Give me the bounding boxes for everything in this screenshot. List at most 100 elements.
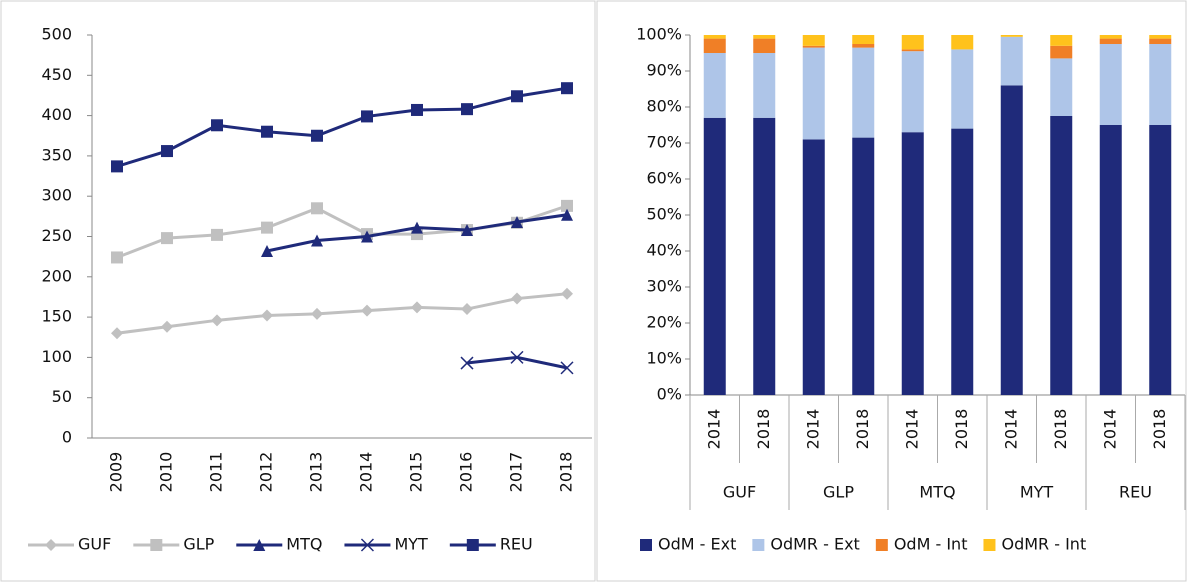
x-tick-label: 2018 xyxy=(853,409,872,450)
group-label: GLP xyxy=(823,483,854,502)
bar-segment xyxy=(852,137,875,395)
bar-segment xyxy=(802,45,825,48)
marker xyxy=(560,361,574,375)
y-tick-label: 250 xyxy=(41,226,72,245)
bar-segment xyxy=(1050,45,1073,59)
x-tick-label: 2011 xyxy=(207,452,226,493)
legend-label: OdMR - Int xyxy=(1001,535,1086,554)
y-tick-label: 350 xyxy=(41,145,72,164)
marker xyxy=(361,304,373,317)
y-tick-label: 50 xyxy=(52,387,72,406)
y-tick-label: 60% xyxy=(646,169,682,188)
bar-segment xyxy=(753,38,776,53)
bar-segment xyxy=(852,44,875,48)
bar-segment xyxy=(901,49,924,52)
bar-segment xyxy=(1099,44,1122,125)
marker xyxy=(111,251,123,264)
legend-label: OdMR - Ext xyxy=(770,535,859,554)
marker xyxy=(161,320,173,333)
bar-segment xyxy=(852,35,875,44)
bar-segment xyxy=(1050,58,1073,116)
line xyxy=(116,292,568,335)
marker xyxy=(111,327,123,340)
marker xyxy=(460,356,474,370)
marker xyxy=(261,309,273,322)
marker xyxy=(561,82,573,95)
x-tick-label: 2014 xyxy=(902,409,921,450)
y-tick-label: 200 xyxy=(41,266,72,285)
bar-segment xyxy=(901,132,924,395)
x-tick-label: 2018 xyxy=(557,452,576,493)
x-tick-label: 2016 xyxy=(457,452,476,493)
line xyxy=(116,204,568,259)
bar-segment xyxy=(753,117,776,396)
bar-segment xyxy=(901,51,924,133)
bar-segment xyxy=(951,128,974,395)
group-label: REU xyxy=(1119,483,1152,502)
x-tick-label: 2018 xyxy=(952,409,971,450)
marker xyxy=(411,221,423,234)
marker xyxy=(261,221,273,234)
marker xyxy=(461,103,473,116)
bar-segment xyxy=(852,47,875,138)
bar-segment xyxy=(753,53,776,118)
marker xyxy=(411,103,423,116)
marker xyxy=(161,145,173,158)
legend-label: OdM - Ext xyxy=(658,535,736,554)
y-tick-label: 100% xyxy=(636,25,682,44)
x-tick-label: 2009 xyxy=(107,452,126,493)
marker xyxy=(111,160,123,173)
legend-label: GLP xyxy=(183,535,214,554)
bar-segment xyxy=(1099,38,1122,44)
marker xyxy=(561,287,573,300)
group-label: MYT xyxy=(1020,483,1054,502)
group-label: GUF xyxy=(723,483,756,502)
y-tick-label: 50% xyxy=(646,205,682,224)
y-tick-label: 30% xyxy=(646,277,682,296)
bar-segment xyxy=(703,38,726,53)
y-tick-label: 400 xyxy=(41,105,72,124)
bar-segment xyxy=(951,35,974,50)
bar-segment xyxy=(1050,116,1073,395)
y-tick-label: 70% xyxy=(646,133,682,152)
bar-segment xyxy=(802,139,825,395)
bar-segment xyxy=(703,53,726,118)
y-tick-label: 90% xyxy=(646,61,682,80)
bar-segment xyxy=(1149,125,1172,395)
x-tick-label: 2017 xyxy=(507,452,526,493)
legend-swatch xyxy=(752,539,765,551)
marker xyxy=(411,301,423,314)
marker xyxy=(261,245,273,258)
x-tick-label: 2014 xyxy=(1001,409,1020,450)
bar-segment xyxy=(1149,44,1172,125)
legend-label: MTQ xyxy=(286,535,322,554)
group-label: MTQ xyxy=(919,483,955,502)
y-tick-label: 40% xyxy=(646,241,682,260)
x-tick-label: 2014 xyxy=(803,409,822,450)
x-tick-label: 2010 xyxy=(157,452,176,493)
bar-segment xyxy=(753,35,776,39)
y-tick-label: 80% xyxy=(646,97,682,116)
marker xyxy=(511,292,523,305)
marker xyxy=(360,538,374,552)
bar-segment xyxy=(1000,35,1023,37)
panel-border xyxy=(0,0,596,582)
marker xyxy=(311,202,323,215)
marker xyxy=(510,350,524,364)
y-tick-label: 150 xyxy=(41,307,72,326)
marker xyxy=(561,199,573,212)
x-tick-label: 2014 xyxy=(1100,409,1119,450)
bar-segment xyxy=(1000,85,1023,396)
y-tick-label: 300 xyxy=(41,186,72,205)
panel-border xyxy=(596,0,1187,582)
marker xyxy=(211,314,223,327)
y-tick-label: 0% xyxy=(657,385,682,404)
marker xyxy=(311,234,323,247)
legend-label: GUF xyxy=(78,535,111,554)
x-tick-label: 2018 xyxy=(1051,409,1070,450)
bar-segment xyxy=(951,49,974,129)
x-tick-label: 2013 xyxy=(307,452,326,493)
marker xyxy=(311,129,323,142)
marker xyxy=(561,208,573,221)
